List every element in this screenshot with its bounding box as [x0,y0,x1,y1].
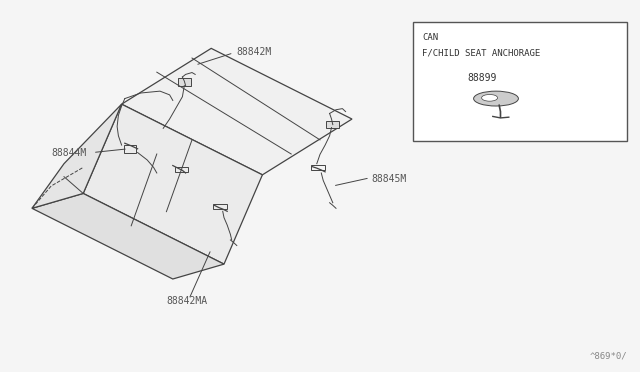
Bar [413,22,627,141]
Text: 88842M: 88842M [237,47,272,57]
Ellipse shape [482,94,498,101]
Text: ^869*0/: ^869*0/ [589,352,627,361]
Text: 88842MA: 88842MA [166,296,207,306]
Polygon shape [122,48,352,175]
Text: 88845M: 88845M [371,174,406,183]
Polygon shape [326,121,339,128]
Polygon shape [32,104,122,208]
Polygon shape [178,78,191,86]
Text: 88844M: 88844M [51,148,86,157]
Text: F/CHILD SEAT ANCHORAGE: F/CHILD SEAT ANCHORAGE [422,48,541,57]
Polygon shape [83,104,262,264]
Polygon shape [32,193,224,279]
Text: CAN: CAN [422,33,438,42]
Ellipse shape [474,91,518,106]
Text: 88899: 88899 [467,73,497,83]
